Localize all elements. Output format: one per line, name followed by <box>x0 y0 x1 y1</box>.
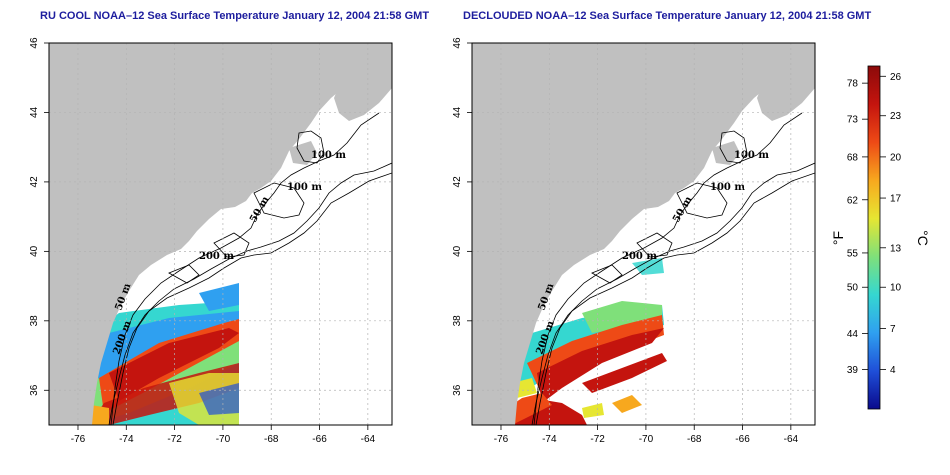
right-panel-title: DECLOUDED NOAA–12 Sea Surface Temperatur… <box>463 10 872 22</box>
y-tick-label: 40 <box>452 245 463 257</box>
x-tick-label: -70 <box>216 434 231 445</box>
x-tick-label: -72 <box>590 434 605 445</box>
x-tick-label: -68 <box>264 434 279 445</box>
celsius-tick-label: 7 <box>890 324 896 335</box>
fahrenheit-tick-label: 39 <box>847 365 859 376</box>
y-tick-label: 40 <box>29 245 40 257</box>
x-tick-label: -74 <box>542 434 557 445</box>
celsius-tick-label: 26 <box>890 72 902 83</box>
y-tick-label: 38 <box>29 315 40 327</box>
fahrenheit-tick-label: 78 <box>847 79 859 90</box>
y-tick-label: 46 <box>29 37 40 49</box>
celsius-unit-label: °C <box>915 230 931 246</box>
land-mass-right <box>472 43 815 425</box>
y-tick-label: 44 <box>29 106 40 118</box>
celsius-tick-label: 20 <box>890 152 902 163</box>
x-tick-label: -64 <box>361 434 376 445</box>
fahrenheit-tick-label: 73 <box>847 115 859 126</box>
x-tick-label: -66 <box>735 434 750 445</box>
fahrenheit-tick-label: 44 <box>847 329 859 340</box>
x-tick-label: -68 <box>687 434 702 445</box>
right-y-axis: 36 38 40 42 44 46 <box>452 37 472 396</box>
y-tick-label: 38 <box>452 315 463 327</box>
contour-label-200m: 200 m <box>199 251 234 262</box>
temperature-colorbar: 78 73 68 62 55 50 44 39 26 23 20 17 13 10 7 4 °F °C <box>830 65 931 410</box>
celsius-tick-label: 4 <box>890 365 896 376</box>
fahrenheit-scale: 78 73 68 62 55 50 44 39 <box>847 79 868 376</box>
x-tick-label: -70 <box>639 434 654 445</box>
left-map-panel: 100 m 100 m 50 m 200 m 50 m 200 m -76 -74… <box>29 37 393 445</box>
y-tick-label: 44 <box>452 106 463 118</box>
fahrenheit-tick-label: 55 <box>847 248 859 259</box>
left-x-axis: -76 -74 -72 -70 -68 -66 -64 <box>71 425 376 445</box>
fahrenheit-unit-label: °F <box>830 231 846 245</box>
colorbar-gradient <box>867 65 881 410</box>
right-map-frame <box>471 42 816 426</box>
contour-label-100m-r: 100 m <box>734 150 769 161</box>
left-panel-title: RU COOL NOAA–12 Sea Surface Temperature … <box>40 10 430 22</box>
bathymetry-contours <box>108 112 392 425</box>
celsius-tick-label: 10 <box>890 283 902 294</box>
lat-lon-grid <box>49 43 392 425</box>
contour-label-100m-b-r: 100 m <box>710 182 745 193</box>
land-mass <box>49 43 392 425</box>
fahrenheit-tick-label: 50 <box>847 283 859 294</box>
x-tick-label: -76 <box>494 434 509 445</box>
celsius-scale: 26 23 20 17 13 10 7 4 <box>880 72 902 376</box>
y-tick-label: 36 <box>452 384 463 396</box>
celsius-tick-label: 13 <box>890 243 902 254</box>
contour-label-100m: 100 m <box>311 150 346 161</box>
x-tick-label: -72 <box>167 434 182 445</box>
contour-label-200m-r: 200 m <box>622 251 657 262</box>
celsius-tick-label: 23 <box>890 111 902 122</box>
y-tick-label: 42 <box>29 176 40 188</box>
celsius-tick-label: 17 <box>890 194 902 205</box>
x-tick-label: -64 <box>784 434 799 445</box>
y-tick-label: 42 <box>452 176 463 188</box>
fahrenheit-tick-label: 68 <box>847 152 859 163</box>
y-tick-label: 36 <box>29 384 40 396</box>
contour-label-100m-b: 100 m <box>287 182 322 193</box>
right-map-panel: 100 m 100 m 50 m 200 m 50 m 200 m -76 -74… <box>452 37 816 445</box>
y-tick-label: 46 <box>452 37 463 49</box>
left-y-axis: 36 38 40 42 44 46 <box>29 37 49 396</box>
lat-lon-grid-right <box>472 43 815 425</box>
x-tick-label: -76 <box>71 434 86 445</box>
bathymetry-contours-right <box>531 112 815 425</box>
right-x-axis: -76 -74 -72 -70 -68 -66 -64 <box>494 425 799 445</box>
left-map-frame <box>48 42 393 426</box>
x-tick-label: -66 <box>312 434 327 445</box>
x-tick-label: -74 <box>119 434 134 445</box>
fahrenheit-tick-label: 62 <box>847 195 859 206</box>
